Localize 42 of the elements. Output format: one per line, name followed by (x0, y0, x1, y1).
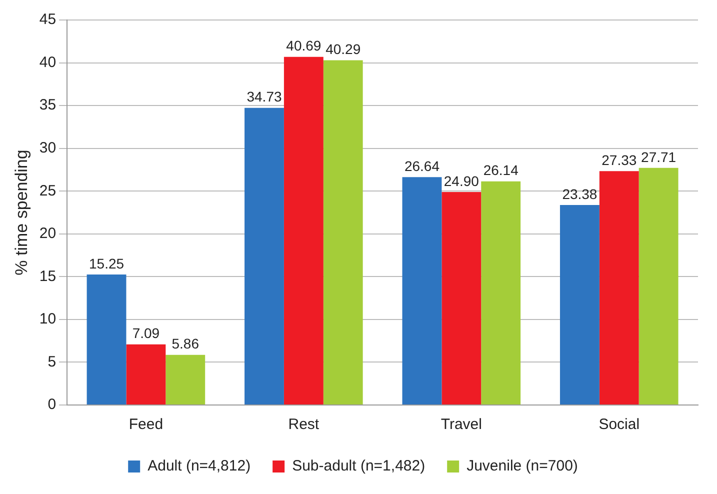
y-tick-label: 35 (39, 96, 56, 114)
y-tick-label: 0 (48, 396, 56, 414)
bar (402, 177, 442, 404)
text: 5.86 (172, 336, 200, 352)
text: 27.71 (641, 148, 676, 165)
y-tick-label: 30 (39, 139, 56, 156)
text: 40.29 (326, 41, 361, 58)
text: 26.64 (404, 158, 440, 174)
bar (560, 204, 600, 404)
y-tick-label: 5 (48, 353, 56, 370)
y-tick-label: 45 (39, 11, 56, 28)
text: 40.69 (286, 38, 322, 54)
text: 26.14 (483, 162, 518, 178)
y-tick-label: 15 (39, 268, 56, 285)
bar (481, 181, 521, 404)
bar (323, 60, 363, 404)
bar (86, 274, 126, 404)
bar (599, 171, 639, 404)
text: 23.38 (562, 186, 598, 202)
bar (166, 354, 206, 404)
y-tick-label: 25 (39, 182, 56, 200)
text: 34.73 (246, 88, 282, 105)
bar (442, 192, 482, 404)
text: 27.33 (602, 152, 637, 168)
y-tick-label: 10 (39, 310, 56, 328)
legend-label: Juvenile (n=700) (466, 458, 578, 475)
y-tick-label: 20 (39, 225, 56, 242)
legend-label: Sub-adult (n=1,482) (292, 458, 426, 475)
x-tick-label: Social (598, 416, 640, 434)
legend-label: Adult (n=4,812) (148, 458, 251, 475)
bar (638, 168, 678, 404)
y-axis-title: % time spending (12, 150, 31, 276)
text: 7.09 (132, 325, 160, 342)
y-tick-label: 40 (39, 54, 56, 71)
text: 15.25 (88, 255, 124, 272)
bar (244, 108, 284, 404)
x-tick-label: Rest (288, 416, 320, 434)
x-tick-label: Travel (440, 416, 482, 434)
x-tick-label: Feed (128, 416, 164, 434)
text: 24.90 (444, 172, 479, 189)
bar (284, 56, 324, 404)
bar (126, 344, 166, 404)
